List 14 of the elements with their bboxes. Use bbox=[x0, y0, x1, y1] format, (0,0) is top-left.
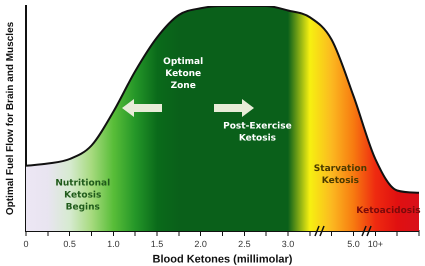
x-tick-label: 0 bbox=[23, 238, 29, 249]
x-tick-label: 2.0 bbox=[194, 238, 207, 249]
x-tick-label: 1.5 bbox=[150, 238, 164, 249]
annotation: Optimal Ketone Zone bbox=[163, 56, 204, 91]
x-tick-label: 1.0 bbox=[107, 238, 120, 249]
x-tick-label: 0.5 bbox=[63, 238, 76, 249]
x-tick-label: 5.0 bbox=[347, 238, 360, 249]
annotation: Post-Exercise Ketosis bbox=[223, 121, 292, 144]
y-axis-title: Optimal Fuel Flow for Brain and Muscles bbox=[4, 21, 16, 216]
x-tick-label: 10+ bbox=[368, 238, 383, 249]
x-tick-label: 2.5 bbox=[238, 238, 251, 249]
annotation: Starvation Ketosis bbox=[314, 164, 368, 186]
x-axis-title: Blood Ketones (millimolar) bbox=[152, 253, 293, 266]
x-tick-label: 3.0 bbox=[282, 238, 294, 249]
